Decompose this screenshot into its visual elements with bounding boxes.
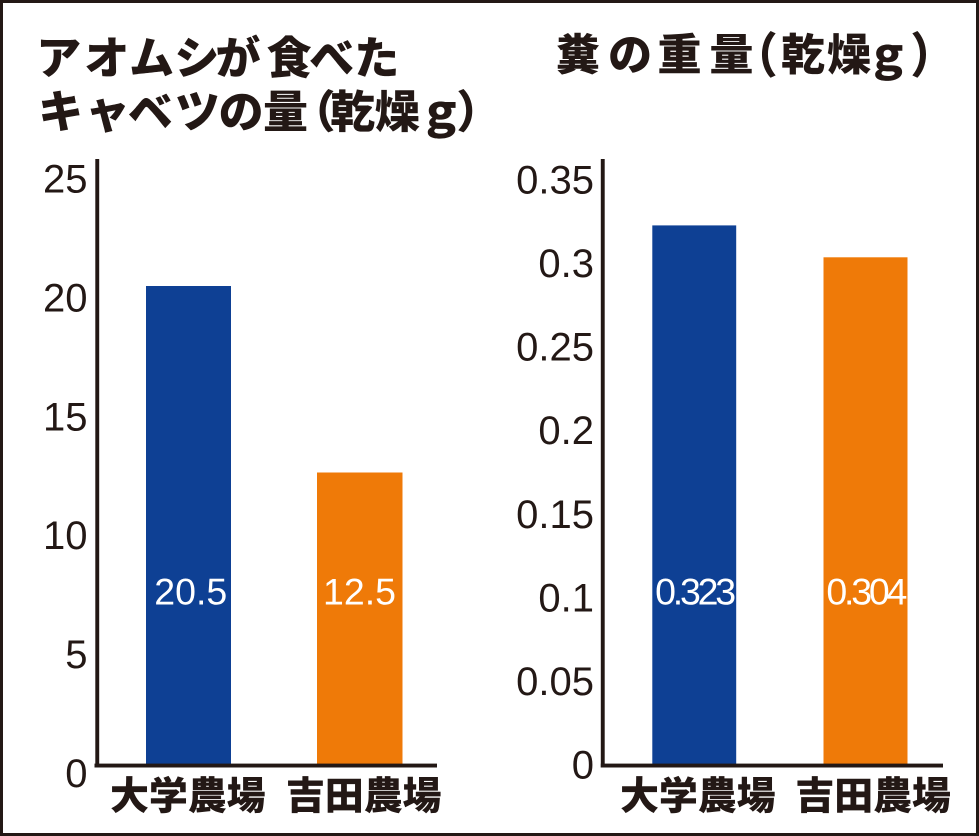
svg-text:20: 20: [43, 276, 88, 320]
svg-text:25: 25: [43, 158, 88, 202]
svg-text:0.1: 0.1: [538, 576, 594, 620]
svg-text:20.5: 20.5: [154, 571, 227, 613]
svg-text:0.304: 0.304: [826, 571, 907, 613]
svg-text:0: 0: [65, 752, 87, 796]
svg-text:0.15: 0.15: [516, 493, 594, 537]
svg-text:10: 10: [43, 514, 88, 558]
svg-text:15: 15: [43, 395, 88, 439]
svg-text:0.3: 0.3: [538, 242, 594, 286]
svg-text:0.2: 0.2: [538, 409, 594, 453]
svg-text:0.323: 0.323: [655, 571, 736, 613]
svg-text:0.35: 0.35: [516, 159, 594, 203]
svg-text:5: 5: [65, 633, 87, 677]
svg-text:0.25: 0.25: [516, 326, 594, 370]
svg-text:12.5: 12.5: [323, 571, 396, 613]
svg-text:0.05: 0.05: [516, 660, 594, 704]
svg-text:0: 0: [572, 744, 594, 788]
